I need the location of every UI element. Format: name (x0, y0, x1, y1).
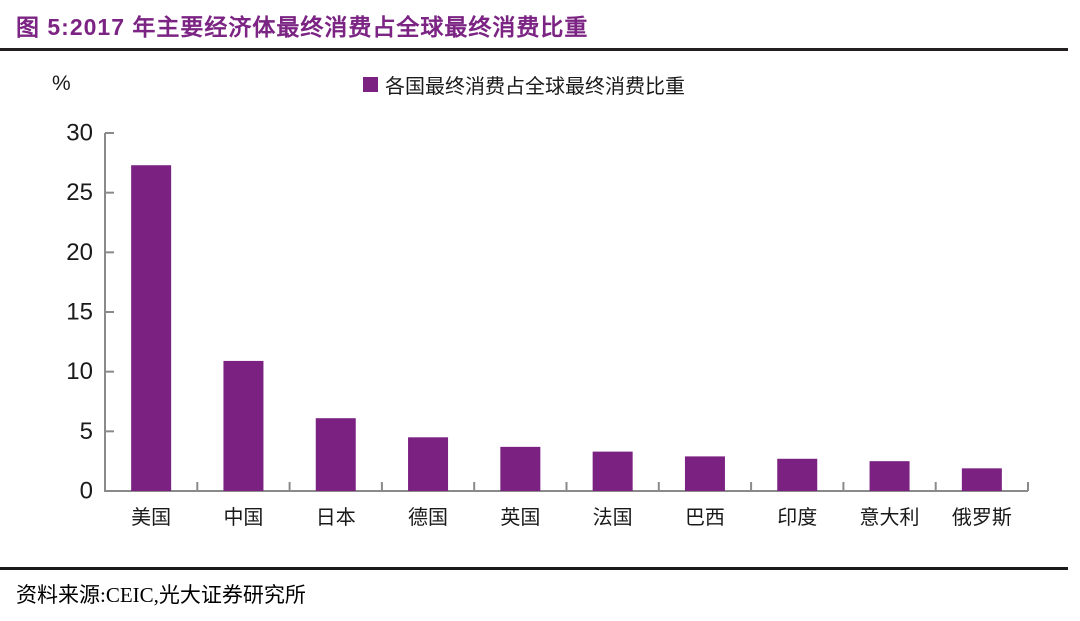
chart-legend: 各国最终消费占全球最终消费比重 (363, 70, 685, 99)
y-tick-label: 20 (66, 239, 93, 266)
legend-swatch-icon (363, 77, 378, 92)
x-category-label: 俄罗斯 (952, 506, 1012, 529)
source-divider-rule (0, 567, 1068, 570)
bar-印度 (777, 458, 818, 491)
x-category-label: 中国 (223, 506, 263, 529)
y-tick-label: 5 (80, 418, 93, 445)
title-divider-rule (0, 48, 1068, 51)
x-category-label: 巴西 (685, 507, 725, 529)
bar-中国 (223, 360, 264, 491)
bar-chart: 0 5 10 15 20 25 30 美国 中国 日本 德国 英国 法国 巴西 印度 意大利 俄罗斯 (66, 120, 1029, 529)
x-category-label: 德国 (408, 506, 448, 529)
legend-label: 各国最终消费占全球最终消费比重 (385, 76, 685, 98)
source-note: 资料来源:CEIC,光大证券研究所 (16, 583, 306, 607)
x-category-label: 日本 (316, 506, 356, 529)
y-tick-label: 0 (80, 478, 93, 505)
x-category-label: 意大利 (860, 506, 920, 529)
y-axis-unit-label: % (52, 72, 71, 95)
bar-意大利 (869, 461, 910, 491)
y-tick-label: 10 (66, 358, 93, 385)
bar-法国 (592, 451, 633, 491)
bar-巴西 (684, 456, 725, 491)
bar-德国 (408, 437, 449, 491)
bar-美国 (131, 165, 172, 491)
x-category-label: 法国 (593, 506, 633, 529)
bar-英国 (500, 446, 541, 491)
x-category-label: 英国 (500, 506, 540, 529)
y-tick-label: 15 (66, 299, 93, 326)
y-tick-label: 25 (66, 179, 93, 206)
bar-俄罗斯 (961, 468, 1002, 491)
x-category-label: 印度 (777, 506, 817, 529)
x-category-label: 美国 (131, 506, 171, 529)
bar-日本 (315, 418, 356, 491)
y-tick-label: 30 (66, 120, 93, 147)
figure-title: 图 5:2017 年主要经济体最终消费占全球最终消费比重 (16, 14, 589, 40)
